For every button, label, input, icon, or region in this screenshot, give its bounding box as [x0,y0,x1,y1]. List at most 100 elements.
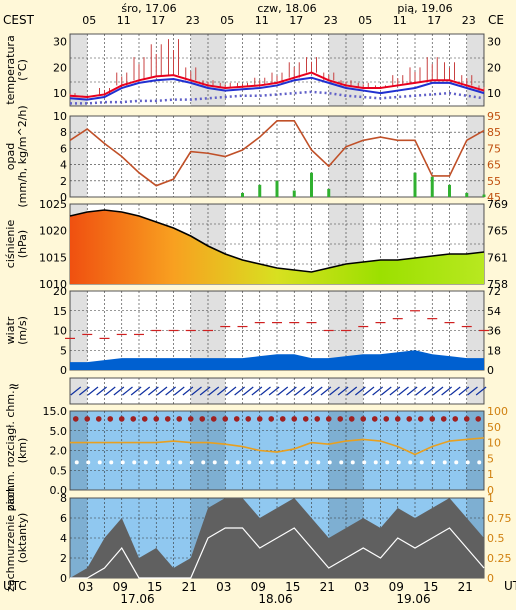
y-tick-right: 20 [487,61,501,74]
y-tick-left: 30 [53,36,67,49]
wind-arrow [208,386,220,396]
wind-arrow [294,386,306,396]
wind-arrow [96,386,107,396]
cloud-low-dot [396,460,401,465]
cloud-low-dot [120,460,125,465]
y-tick-right: 100 [487,405,508,418]
cloud-low-dot [166,460,171,465]
y-tick-left: 4 [60,159,67,172]
tz-right-bottom: UT [504,579,516,593]
y-tick-left: 10 [53,325,67,338]
axis-label: ciśnienie [4,220,17,269]
precip-bar [327,188,331,197]
wind-arrow [337,386,349,396]
wind-arrow [346,386,358,396]
tz-left-top: CEST [3,13,35,27]
axis-label: temperatura [4,35,17,104]
cloud-base-dot [130,416,137,422]
cloud-low-dot [442,460,447,465]
bottom-hour-label: 03 [78,580,93,594]
night-band [70,116,88,197]
y-tick-right: 765 [487,225,508,238]
panel: ≈ [8,377,487,405]
cloud-low-dot [465,460,470,465]
precip-bar [430,176,434,197]
y-tick-left: 1010 [39,278,67,291]
precip-bar [241,192,244,197]
y-tick-left: 10 [53,110,67,123]
wind-arrow [182,386,194,396]
tz-left-bottom: UTC [3,579,27,593]
y-tick-left: 15.0 [43,405,68,418]
y-tick-right: 769 [487,198,508,211]
y-tick-right: 0.25 [487,552,512,565]
wind-area [70,350,484,370]
cloud-base-dot [475,416,482,422]
cloud-base-dot [268,416,275,422]
wind-arrow [406,386,418,396]
wind-arrow [415,386,427,396]
bottom-hour-label: 09 [251,580,266,594]
bottom-hour-label: 21 [182,580,197,594]
cloud-base-dot [164,416,171,422]
y-tick-left: 10 [53,87,67,100]
cloud-base-dot [233,416,240,422]
night-band [466,116,484,197]
cloud-low-dot [247,460,252,465]
cloud-low-dot [293,460,298,465]
cloud-low-dot [362,460,367,465]
wind-arrow [286,386,297,396]
top-hour-labels: 05 11 17 23 05 11 17 23 05 11 17 23 [82,14,476,27]
top-day-label: pią, 19.06 [397,2,452,15]
cloud-low-dot [477,460,482,465]
bottom-hour-label: 15 [285,580,300,594]
cloud-base-dot [371,416,378,422]
top-hour-label: 17 [289,14,303,27]
y-tick-right: 758 [487,278,508,291]
wind-arrow [372,386,383,396]
night-band [466,34,484,106]
precip-bar [292,190,296,197]
wind-arrow [268,386,280,396]
cloud-base-dot [72,416,79,422]
temperature-series-line [70,90,485,105]
top-hour-label: 05 [82,14,96,27]
wind-arrow [217,386,228,396]
y-tick-left: 15 [53,305,67,318]
y-tick-right: 10 [487,87,501,100]
cloud-low-dot [431,460,436,465]
bottom-date-label: 17.06 [120,592,154,606]
cloud-low-dot [178,460,183,465]
pressure-line [69,209,485,273]
cloud-low-dot [201,460,206,465]
y-tick-right: 0.75 [487,512,512,525]
wind-arrow [242,386,254,396]
y-tick-left: 0 [60,364,67,377]
y-tick-right: 72 [487,285,501,298]
y-tick-right: 1 [487,468,494,481]
cloud-low-dot [408,460,413,465]
cloud-base-dot [118,416,125,422]
cloud-line [70,527,485,579]
bottom-hour-label: 21 [458,580,473,594]
axis-label: (oktanty) [16,513,29,564]
wind-arrow [87,386,99,396]
panel: ciśnienie (hPa) 1010 1015 1020 1025 758 761 765 7… [4,198,508,291]
wind-arrow [148,386,159,396]
wind-arrow [398,386,409,396]
cloud-low-dot [350,460,355,465]
cloud-base-dot [314,416,321,422]
cloud-low-dot [155,460,160,465]
axis-label: (hPa) [16,230,29,258]
cloud-base-dot [406,416,413,422]
cloud-base-dot [302,416,309,422]
bottom-hour-label: 15 [147,580,162,594]
y-tick-left: 2 [60,175,67,188]
y-tick-right: 75 [487,142,501,155]
y-tick-left: 6 [60,142,67,155]
cloud-low-dot [454,460,459,465]
top-hour-label: 17 [151,14,165,27]
wind-arrow [139,386,151,396]
